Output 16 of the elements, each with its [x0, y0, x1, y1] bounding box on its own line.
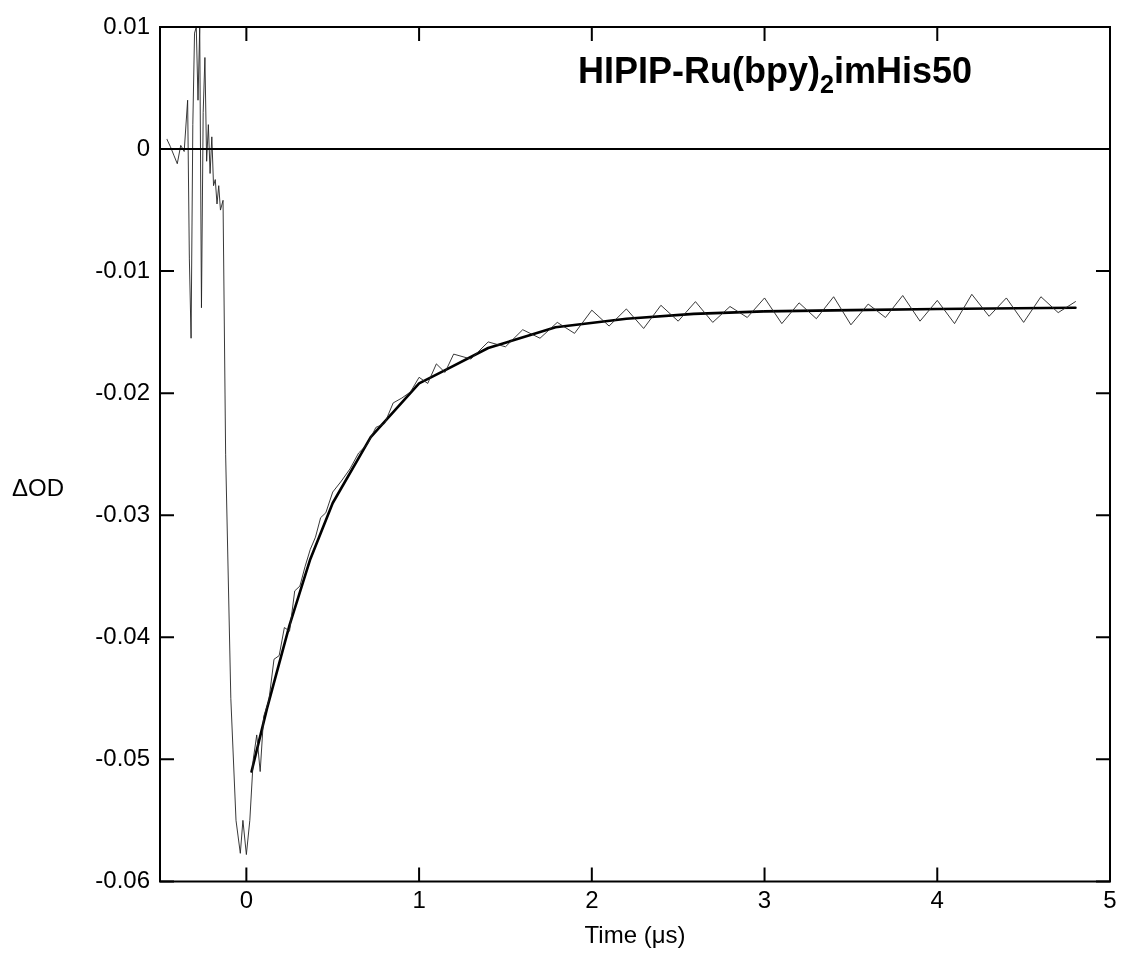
x-axis-title: Time (μs)	[584, 921, 686, 949]
x-tick-label: 1	[412, 886, 426, 914]
y-tick-label: 0	[136, 133, 150, 161]
x-tick-label: 3	[757, 886, 772, 914]
y-tick-label: 0.01	[103, 11, 150, 39]
y-axis-title: ΔOD	[12, 473, 65, 501]
y-tick-label: -0.02	[95, 377, 150, 405]
y-tick-label: -0.04	[95, 621, 150, 649]
x-tick-label: 2	[585, 886, 599, 914]
y-tick-label: -0.01	[95, 255, 150, 283]
y-tick-label: -0.06	[95, 866, 150, 894]
y-tick-label: -0.05	[95, 743, 150, 771]
x-tick-label: 0	[239, 886, 254, 914]
y-tick-label: -0.03	[95, 499, 150, 527]
x-tick-label: 5	[1103, 886, 1117, 914]
x-tick-label: 4	[930, 886, 944, 914]
